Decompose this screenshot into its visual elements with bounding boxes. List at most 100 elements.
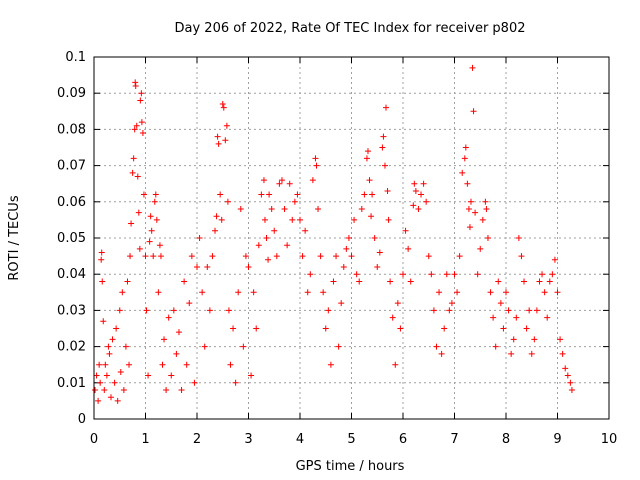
data-point: [281, 206, 288, 213]
data-point: [348, 253, 355, 260]
data-point: [98, 249, 105, 256]
data-point: [153, 216, 160, 223]
y-tick-label: 0.02: [57, 340, 86, 355]
data-point: [132, 82, 139, 89]
data-point: [230, 325, 237, 332]
data-point: [248, 372, 255, 379]
data-point: [389, 314, 396, 321]
data-point: [111, 379, 118, 386]
data-point: [138, 90, 145, 97]
data-point: [315, 206, 322, 213]
data-point: [95, 397, 102, 404]
data-point: [157, 253, 164, 260]
data-point: [448, 300, 455, 307]
data-point: [407, 278, 414, 285]
data-point: [361, 191, 368, 198]
data-point: [140, 191, 147, 198]
data-point: [451, 271, 458, 278]
data-point: [105, 343, 112, 350]
data-point: [271, 227, 278, 234]
data-point: [299, 253, 306, 260]
data-point: [235, 289, 242, 296]
data-point: [161, 336, 168, 343]
data-point: [402, 227, 409, 234]
data-point: [165, 314, 172, 321]
y-tick-label: 0.05: [57, 231, 86, 246]
data-point: [423, 198, 430, 205]
data-point: [224, 198, 231, 205]
data-point: [438, 350, 445, 357]
data-point: [116, 307, 123, 314]
data-point: [505, 307, 512, 314]
data-point: [549, 271, 556, 278]
data-point: [97, 379, 104, 386]
data-point: [523, 325, 530, 332]
y-tick-label: 0.06: [57, 195, 86, 210]
data-point: [559, 350, 566, 357]
data-point: [128, 220, 135, 227]
data-point: [175, 329, 182, 336]
data-point: [510, 336, 517, 343]
data-point: [441, 325, 448, 332]
data-point: [242, 253, 249, 260]
x-tick-label: 10: [601, 432, 618, 447]
data-point: [418, 191, 425, 198]
data-point: [515, 235, 522, 241]
data-points: [92, 64, 575, 404]
data-point: [212, 227, 219, 234]
data-point: [456, 253, 463, 260]
data-point: [487, 289, 494, 296]
data-point: [433, 343, 440, 350]
data-point: [454, 289, 461, 296]
data-point: [345, 235, 352, 241]
data-point: [474, 271, 481, 278]
data-point: [554, 289, 561, 296]
y-tick-label: 0.03: [57, 303, 86, 318]
data-point: [183, 361, 190, 368]
data-point: [119, 289, 126, 296]
data-point: [513, 314, 520, 321]
data-point: [313, 162, 320, 169]
data-point: [380, 133, 387, 140]
data-point: [477, 245, 484, 252]
data-point: [446, 307, 453, 314]
data-point: [148, 227, 155, 234]
data-point: [127, 253, 134, 260]
data-point: [410, 202, 417, 209]
data-point: [436, 289, 443, 296]
data-point: [551, 256, 558, 263]
data-point: [261, 216, 268, 223]
data-point: [126, 361, 133, 368]
data-point: [227, 361, 234, 368]
y-tick-label: 0.01: [57, 376, 86, 391]
data-point: [394, 300, 401, 307]
data-point: [122, 343, 129, 350]
data-point: [276, 180, 283, 187]
data-point: [113, 325, 120, 332]
data-point: [467, 198, 474, 205]
data-point: [263, 235, 270, 241]
data-point: [358, 206, 365, 213]
x-tick-label: 1: [141, 432, 149, 447]
x-tick-label: 6: [399, 432, 407, 447]
data-point: [265, 256, 272, 263]
data-point: [340, 263, 347, 270]
data-point: [163, 387, 170, 394]
data-point: [371, 235, 378, 241]
data-point: [428, 271, 435, 278]
data-point: [526, 307, 533, 314]
data-point: [204, 263, 211, 270]
data-point: [102, 361, 109, 368]
data-point: [106, 350, 113, 357]
data-point: [466, 224, 473, 231]
data-point: [223, 122, 230, 129]
y-tick-label: 0.09: [57, 86, 86, 101]
data-point: [92, 387, 99, 394]
data-point: [206, 307, 213, 314]
data-point: [170, 307, 177, 314]
data-point: [420, 180, 427, 187]
data-point: [325, 307, 332, 314]
data-point: [557, 336, 564, 343]
data-point: [470, 108, 477, 115]
